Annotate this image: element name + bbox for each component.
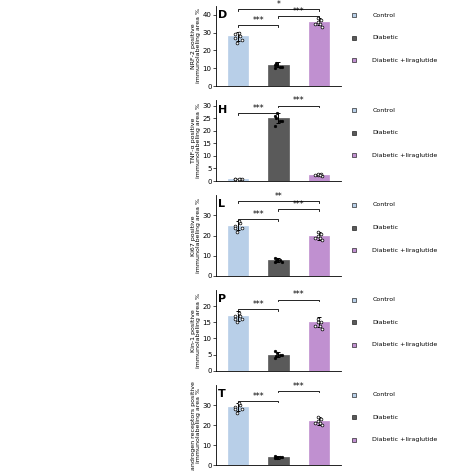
Text: ***: *** [293, 96, 305, 105]
Text: Diabetic: Diabetic [373, 36, 399, 40]
Bar [309, 236, 329, 276]
Text: Diabetic: Diabetic [373, 225, 399, 230]
Bar [309, 322, 329, 371]
Text: *: * [276, 0, 281, 9]
Bar [228, 316, 248, 371]
Text: H: H [218, 104, 227, 115]
Bar [228, 179, 248, 181]
Text: ***: *** [252, 104, 264, 113]
Bar [268, 118, 289, 181]
Bar [228, 407, 248, 465]
Bar [268, 457, 289, 465]
Bar [268, 65, 289, 86]
Text: Diabetic +liraglutide: Diabetic +liraglutide [373, 247, 438, 253]
Y-axis label: TNF-α positive
immunolabeling area %: TNF-α positive immunolabeling area % [191, 103, 201, 178]
Text: Control: Control [373, 202, 395, 208]
Text: ***: *** [293, 291, 305, 300]
Text: Control: Control [373, 392, 395, 397]
Text: Control: Control [373, 108, 395, 113]
Text: Control: Control [373, 297, 395, 302]
Text: ***: *** [252, 16, 264, 25]
Text: D: D [218, 9, 227, 20]
Text: Diabetic: Diabetic [373, 320, 399, 325]
Text: ***: *** [293, 382, 305, 391]
Y-axis label: androgen receptors positive
immunolabeling area %: androgen receptors positive immunolabeli… [191, 381, 201, 470]
Text: Diabetic: Diabetic [373, 130, 399, 135]
Y-axis label: NRF-2 positive
immunolabeling area %: NRF-2 positive immunolabeling area % [191, 9, 201, 83]
Text: ***: *** [252, 392, 264, 401]
Bar [309, 22, 329, 86]
Text: Diabetic: Diabetic [373, 415, 399, 419]
Text: L: L [218, 200, 225, 210]
Text: Diabetic +liraglutide: Diabetic +liraglutide [373, 342, 438, 347]
Text: Diabetic +liraglutide: Diabetic +liraglutide [373, 437, 438, 442]
Text: Diabetic +liraglutide: Diabetic +liraglutide [373, 153, 438, 158]
Text: Diabetic +liraglutide: Diabetic +liraglutide [373, 58, 438, 63]
Bar [309, 175, 329, 181]
Text: ***: *** [293, 7, 305, 16]
Text: ***: *** [252, 210, 264, 219]
Text: P: P [218, 294, 226, 304]
Bar [268, 355, 289, 371]
Text: ***: *** [252, 300, 264, 309]
Text: T: T [218, 389, 226, 399]
Y-axis label: Kin-1 positive
immunolabeling area %: Kin-1 positive immunolabeling area % [191, 293, 201, 368]
Text: ***: *** [293, 200, 305, 209]
Bar [228, 226, 248, 276]
Bar [228, 36, 248, 86]
Bar [309, 421, 329, 465]
Bar [268, 260, 289, 276]
Text: Control: Control [373, 13, 395, 18]
Text: **: ** [274, 192, 283, 201]
Y-axis label: Ki67 positive
immunolabeling area %: Ki67 positive immunolabeling area % [191, 198, 201, 273]
